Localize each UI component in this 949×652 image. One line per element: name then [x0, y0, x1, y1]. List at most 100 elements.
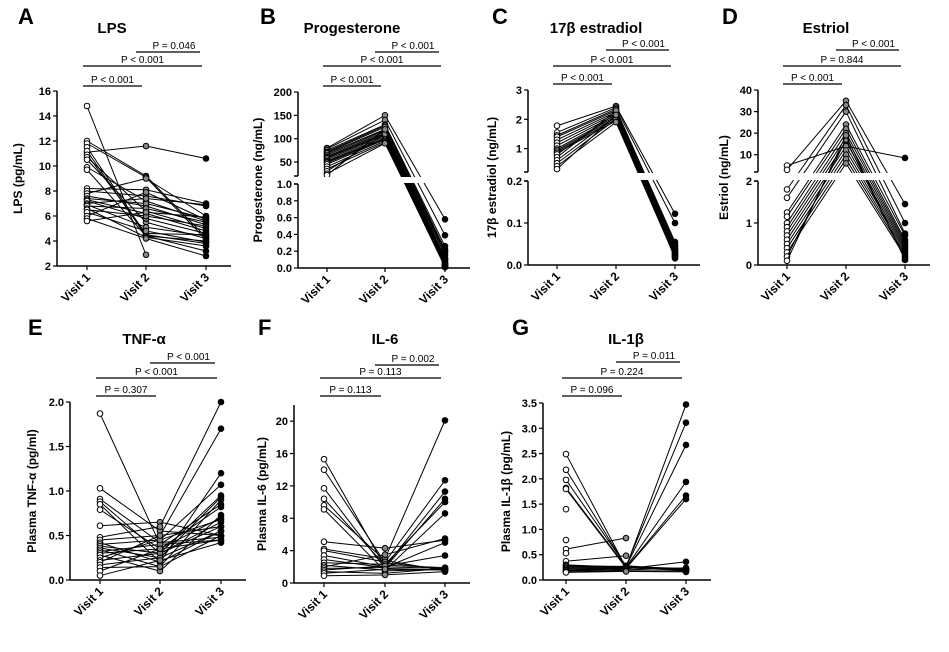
data-point	[202, 201, 210, 209]
data-point	[83, 166, 91, 174]
series-line	[86, 159, 147, 223]
series-line	[615, 107, 676, 224]
series-line	[99, 548, 161, 554]
series-line	[384, 501, 446, 565]
series-line	[384, 129, 446, 260]
panel-letter: B	[260, 4, 276, 29]
series-line	[615, 105, 676, 215]
x-tick-label: Visit 2	[117, 270, 152, 305]
y-tick-label: 0.8	[277, 196, 292, 208]
series-line	[86, 199, 147, 214]
panel-a: A LPS 2 4 6 8 10 12 14 16 Visit 1 Visit 2 Visit 3 LPS…	[11, 4, 231, 305]
data-point	[381, 544, 389, 552]
series-line	[556, 105, 617, 127]
data-point	[381, 551, 389, 558]
series-line	[159, 503, 222, 545]
series-line	[556, 111, 617, 141]
y-tick-label: 1	[746, 218, 752, 230]
series-line	[625, 561, 687, 570]
y-tick-label: 1.0	[522, 524, 537, 536]
series-line	[786, 135, 847, 262]
data-point	[217, 398, 225, 406]
y-tick-label: 0.5	[522, 550, 537, 562]
series-line	[99, 559, 161, 577]
x-tick-label: Visit 2	[597, 584, 632, 619]
series-line	[625, 404, 687, 568]
data-point	[142, 208, 150, 216]
series-line	[323, 554, 386, 568]
series-line	[845, 154, 906, 253]
y-tick-label: 10	[39, 161, 51, 173]
series-line	[326, 142, 386, 175]
series-line	[565, 488, 627, 569]
y-tick-label: 8	[45, 186, 51, 198]
data-point	[842, 160, 850, 167]
series-line	[556, 121, 617, 167]
data-point	[553, 165, 561, 173]
y-tick-label: 1.5	[49, 442, 64, 454]
data-point	[96, 506, 104, 513]
x-tick-label: Visit 1	[71, 584, 106, 619]
series-line	[565, 453, 627, 568]
x-tick-label: Visit 3	[416, 272, 451, 307]
series-line	[384, 143, 446, 266]
pvalue-label: P = 0.002	[392, 354, 435, 365]
data-point	[441, 568, 449, 575]
pvalue-label: P < 0.001	[392, 41, 435, 52]
pvalue-label: P = 0.844	[821, 55, 864, 66]
data-point	[682, 568, 690, 576]
series-line	[326, 140, 386, 168]
series-line	[326, 134, 386, 161]
series-line	[99, 501, 161, 554]
pvalue-label: P = 0.011	[633, 351, 676, 362]
y-tick-label: 0.2	[507, 176, 522, 188]
y-tick-label: 0.6	[277, 213, 292, 225]
y-tick-label: 4	[45, 236, 52, 248]
data-point	[901, 154, 909, 162]
pvalue-label: P = 0.307	[105, 385, 148, 396]
data-point	[202, 222, 210, 230]
series-line	[86, 140, 147, 177]
data-point	[142, 235, 150, 242]
data-point	[783, 194, 791, 202]
series-line	[326, 124, 386, 151]
series-line	[326, 128, 386, 176]
data-point	[156, 557, 164, 564]
series-line	[145, 234, 207, 244]
x-tick-label: Visit 2	[356, 272, 391, 307]
y-tick-label: 3	[516, 85, 522, 97]
series-line	[99, 548, 161, 572]
series-line	[384, 568, 446, 571]
series-line	[625, 495, 687, 569]
x-tick-label: Visit 1	[58, 270, 93, 305]
series-line	[565, 568, 627, 571]
series-line	[786, 145, 847, 236]
panel-title: IL-6	[372, 331, 399, 348]
data-point	[202, 252, 210, 260]
data-point	[217, 469, 225, 477]
series-line	[556, 108, 617, 136]
series-line	[159, 526, 222, 554]
y-tick-label: 12	[39, 136, 51, 148]
series-line	[86, 154, 147, 234]
data-point	[320, 506, 328, 513]
series-line	[384, 125, 446, 250]
data-point	[142, 227, 150, 235]
series-line	[384, 126, 446, 252]
y-tick-label: 0.0	[522, 575, 537, 587]
data-point	[142, 188, 150, 196]
series-line	[145, 191, 207, 221]
series-line	[99, 503, 161, 563]
series-line	[786, 124, 847, 213]
x-tick-label: Visit 1	[298, 272, 333, 307]
x-tick-label: Visit 3	[657, 584, 692, 619]
series-line	[326, 137, 386, 163]
y-tick-label: 0.2	[277, 246, 292, 258]
series-line	[86, 178, 147, 194]
data-point	[553, 122, 561, 130]
panel-letter: G	[512, 315, 529, 340]
series-line	[145, 211, 207, 218]
data-point	[142, 195, 150, 202]
data-point	[441, 510, 449, 517]
y-tick-label: 20	[276, 416, 288, 428]
